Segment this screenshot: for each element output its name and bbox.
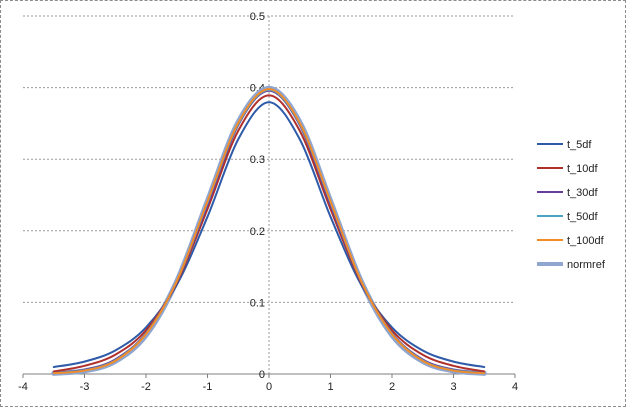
y-tick-label: 0 [259, 369, 265, 381]
y-tick-label: 0.1 [250, 297, 265, 309]
series-line-t-5df [52, 101, 486, 369]
axes [22, 16, 516, 378]
x-tick-label: 0 [266, 381, 272, 393]
x-tick-label: -4 [18, 381, 28, 393]
legend-label-t-10df: t_10df [567, 163, 599, 175]
series-line-t-100df [52, 88, 486, 375]
x-tick-label: 2 [389, 381, 395, 393]
x-tick-label: -1 [203, 381, 213, 393]
x-tick-label: -2 [141, 381, 151, 393]
series-lines [51, 85, 487, 376]
x-tick-label: 3 [450, 381, 456, 393]
tick-labels: 00.10.20.30.40.5-4 -3 -2 -1 0 1 2 3 4 [18, 11, 518, 393]
x-tick-label: 1 [327, 381, 333, 393]
series-line-t-10df [52, 94, 486, 373]
legend-label-normref: normref [567, 259, 606, 271]
x-tick-label: -3 [80, 381, 90, 393]
legend-label-t-30df: t_30df [567, 187, 599, 199]
legend-label-t-100df: t_100df [567, 235, 605, 247]
y-tick-label: 0.2 [250, 226, 265, 238]
gridlines [23, 15, 515, 303]
y-tick-label: 0.3 [250, 154, 265, 166]
y-tick-label: 0.5 [250, 11, 265, 23]
legend-label-t-50df: t_50df [567, 211, 599, 223]
legend-label-t-5df: t_5df [567, 139, 592, 151]
x-tick-label: 4 [512, 381, 518, 393]
